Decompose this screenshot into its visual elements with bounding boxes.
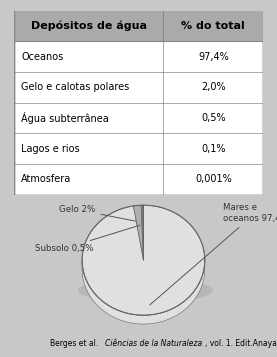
Text: Berges et al.: Berges et al. <box>50 339 101 348</box>
Text: Gelo 2%: Gelo 2% <box>59 205 136 221</box>
Text: Ciências de la Naturaleza: Ciências de la Naturaleza <box>105 339 202 348</box>
Polygon shape <box>134 205 143 260</box>
Text: 0,1%: 0,1% <box>201 144 225 154</box>
Text: % do total: % do total <box>181 21 245 31</box>
Text: Atmosfera: Atmosfera <box>21 174 71 184</box>
Polygon shape <box>82 205 205 315</box>
Text: 2,0%: 2,0% <box>201 82 225 92</box>
Ellipse shape <box>78 278 213 303</box>
Text: Água subterrânea: Água subterrânea <box>21 112 109 124</box>
Text: , vol. 1. Edit.Anaya: , vol. 1. Edit.Anaya <box>205 339 277 348</box>
Text: 0,5%: 0,5% <box>201 113 225 123</box>
Polygon shape <box>82 261 205 324</box>
Text: Gelo e calotas polares: Gelo e calotas polares <box>21 82 130 92</box>
FancyBboxPatch shape <box>14 11 263 195</box>
Text: 0,001%: 0,001% <box>195 174 232 184</box>
Text: Lagos e rios: Lagos e rios <box>21 144 80 154</box>
Text: Depósitos de água: Depósitos de água <box>31 21 147 31</box>
Text: 97,4%: 97,4% <box>198 52 229 62</box>
Text: Subsolo 0,5%: Subsolo 0,5% <box>35 225 140 253</box>
Text: Mares e
oceanos 97,4%: Mares e oceanos 97,4% <box>150 203 277 305</box>
Polygon shape <box>141 205 143 260</box>
Text: Oceanos: Oceanos <box>21 52 64 62</box>
FancyBboxPatch shape <box>14 11 263 41</box>
